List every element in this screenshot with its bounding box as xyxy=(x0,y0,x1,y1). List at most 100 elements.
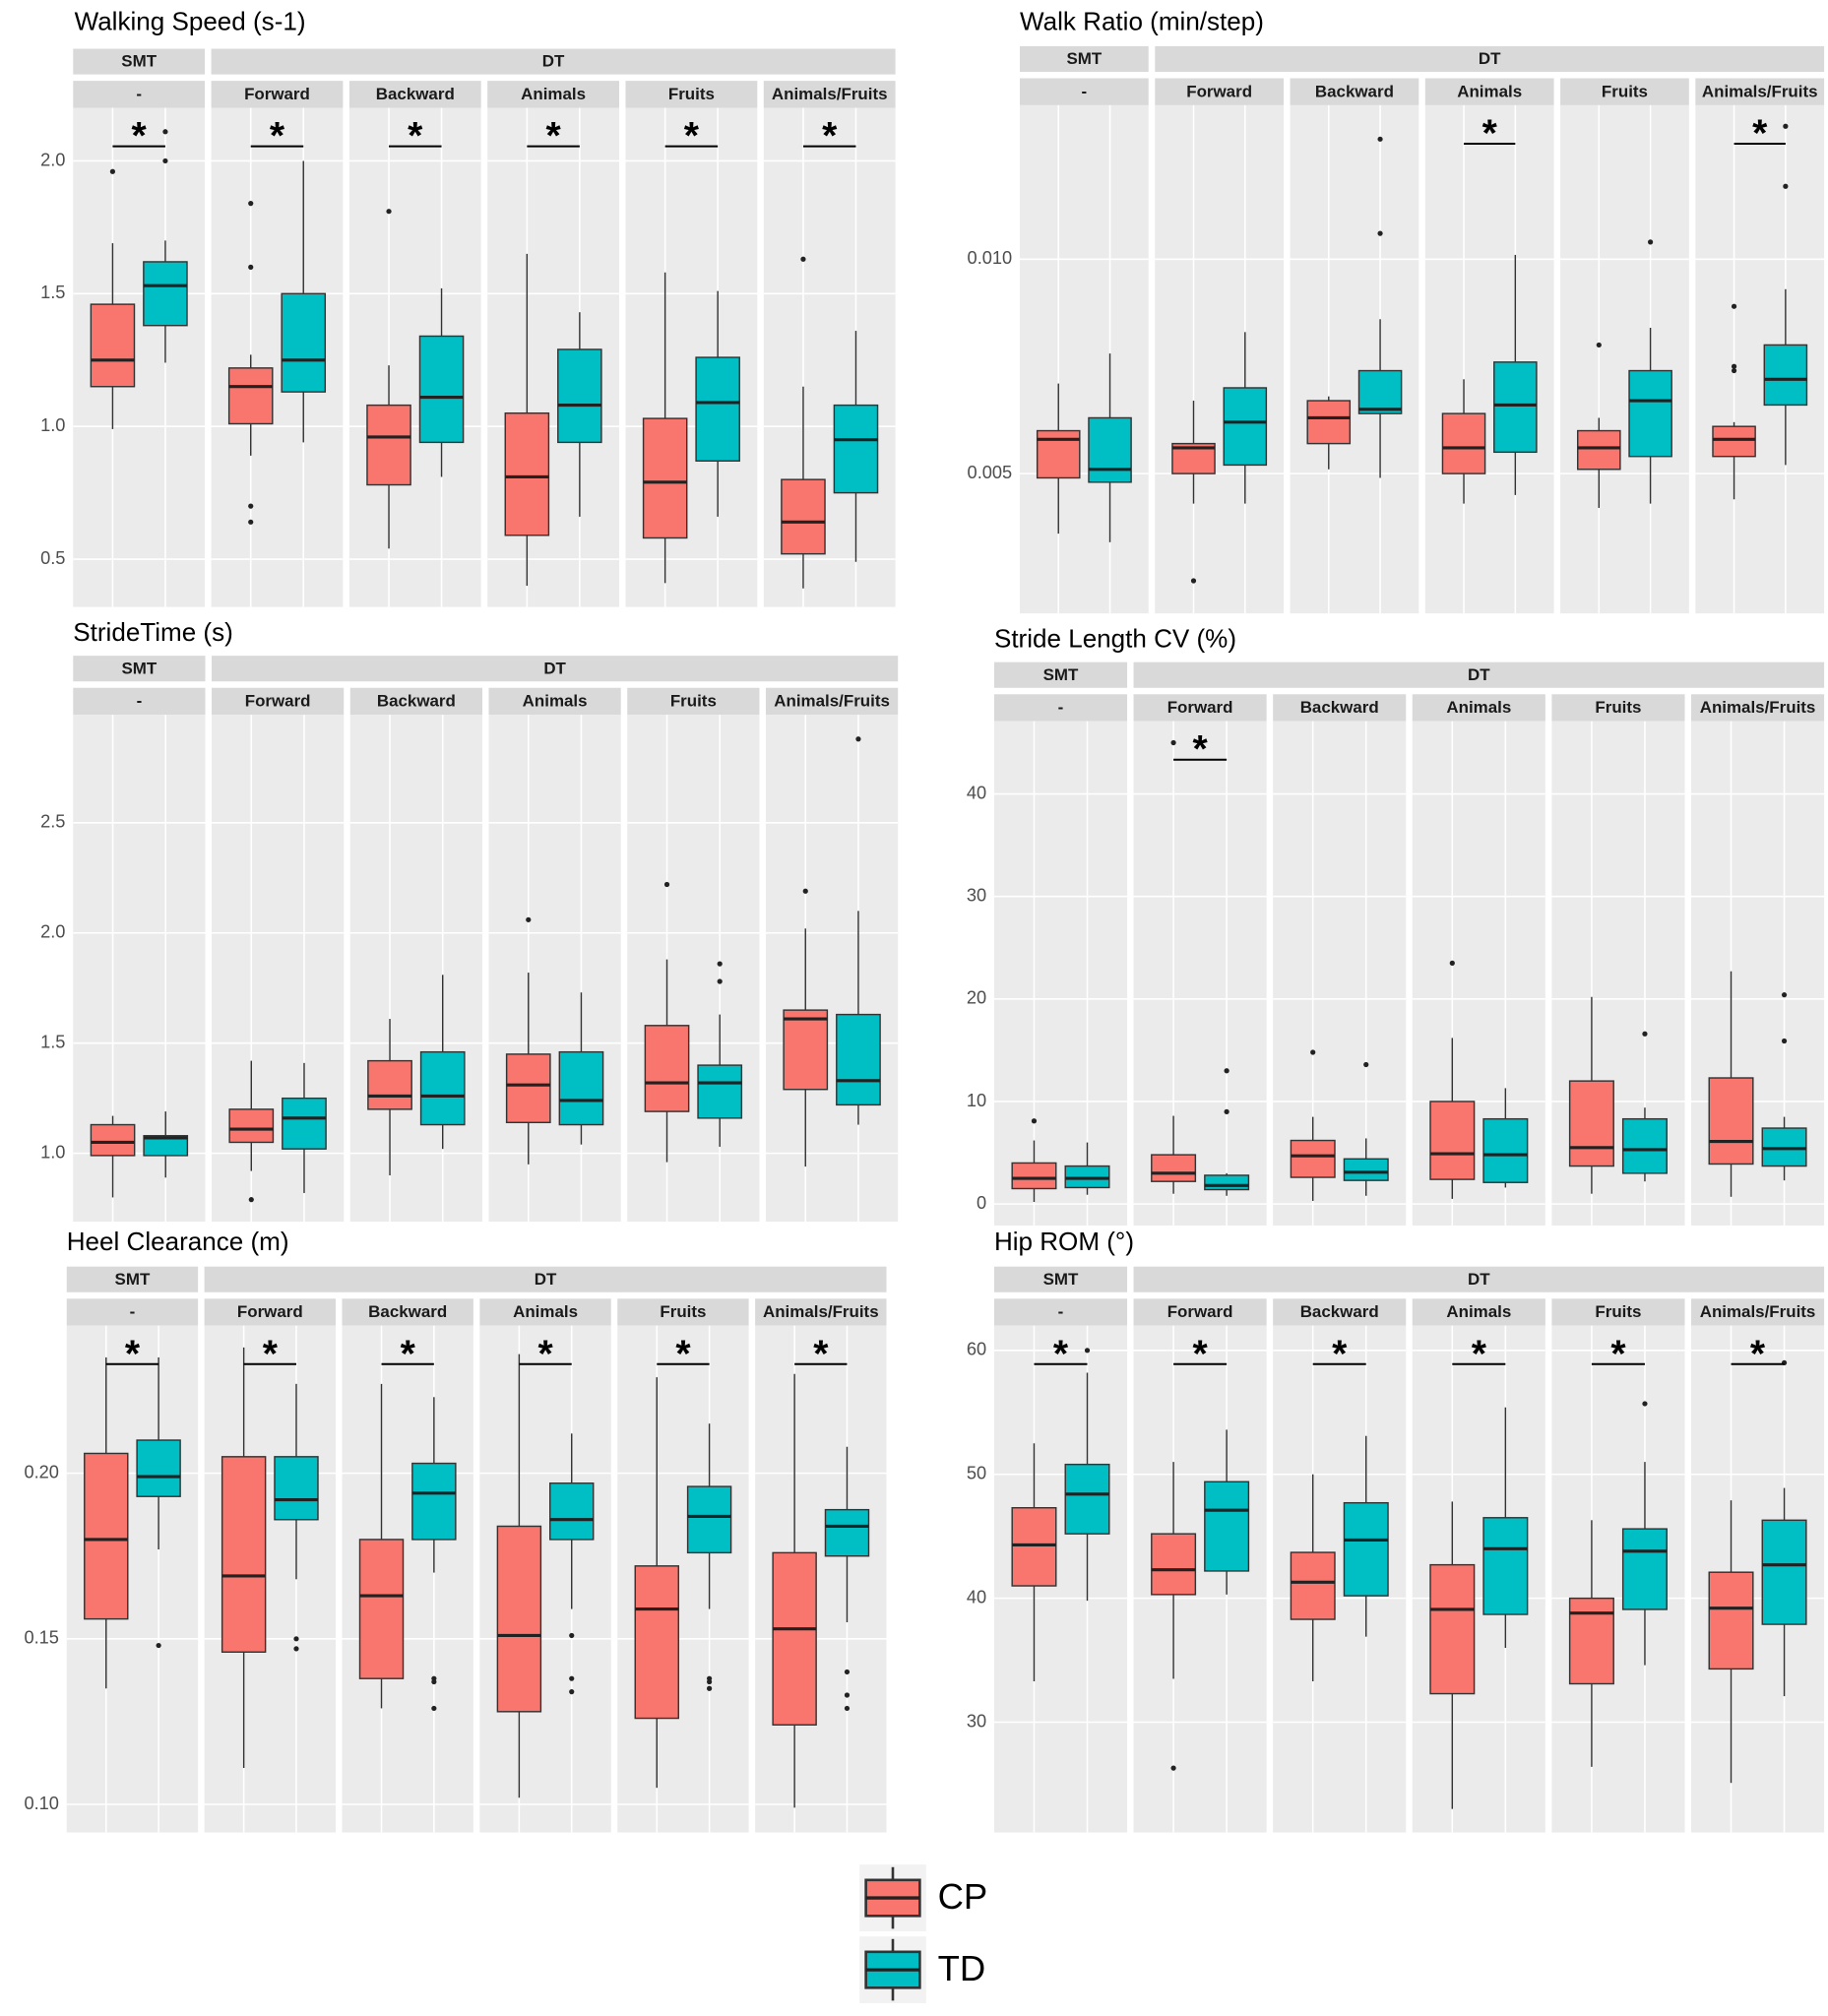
outlier xyxy=(1783,123,1789,129)
panel-background xyxy=(993,721,1128,1226)
strip-label: Animals/Fruits xyxy=(1700,698,1816,717)
strip-label: - xyxy=(130,1302,136,1321)
strip xyxy=(1551,694,1685,722)
strip-label: Forward xyxy=(245,692,311,711)
outlier xyxy=(156,1642,161,1649)
y-tick-label: 0.005 xyxy=(968,462,1013,482)
outlier xyxy=(1377,230,1383,236)
strip-label: Forward xyxy=(244,85,310,103)
strip-label: DT xyxy=(535,1270,557,1289)
significance-label: * xyxy=(270,115,285,158)
significance-label: * xyxy=(408,115,423,158)
outlier xyxy=(706,1678,713,1685)
panel-background xyxy=(1290,104,1419,614)
strip xyxy=(342,1298,473,1326)
outlier xyxy=(1084,1348,1091,1354)
outlier xyxy=(1377,136,1383,142)
strip xyxy=(1695,78,1825,105)
strip xyxy=(1020,78,1149,105)
outlier xyxy=(1224,1068,1229,1074)
outlier xyxy=(1783,183,1789,189)
outlier xyxy=(1310,1049,1316,1055)
y-tick-label: 20 xyxy=(967,987,986,1008)
outlier xyxy=(1224,1108,1229,1114)
strip xyxy=(627,687,760,716)
strip-label: DT xyxy=(543,659,566,677)
strip xyxy=(1155,45,1825,73)
strip-label: Fruits xyxy=(1602,82,1648,100)
outlier xyxy=(109,168,116,174)
box xyxy=(557,348,602,444)
box xyxy=(221,1456,267,1653)
box xyxy=(143,261,188,327)
box xyxy=(1429,1563,1476,1695)
strip-label: Backward xyxy=(1300,698,1379,717)
box xyxy=(1621,1528,1668,1610)
box xyxy=(1628,369,1672,458)
significance-label: * xyxy=(1332,1333,1348,1375)
chart-title: Walking Speed (s-1) xyxy=(75,6,306,35)
box xyxy=(1204,1174,1250,1191)
y-tick-label: 30 xyxy=(967,885,986,906)
box xyxy=(644,1025,690,1112)
strip-label: Animals/Fruits xyxy=(772,85,888,103)
strip-label: - xyxy=(136,85,142,103)
outlier xyxy=(569,1632,575,1639)
significance-label: * xyxy=(1482,113,1498,156)
strip xyxy=(73,81,206,108)
box xyxy=(1290,1551,1336,1620)
box xyxy=(281,292,327,393)
strip xyxy=(617,1298,749,1326)
outlier xyxy=(569,1689,575,1695)
y-tick-label: 60 xyxy=(967,1339,986,1359)
strip-label: SMT xyxy=(1067,49,1103,68)
outlier xyxy=(526,916,532,922)
strip-label: DT xyxy=(1479,49,1501,68)
box xyxy=(1493,361,1538,454)
y-tick-label: 40 xyxy=(967,782,986,802)
strip xyxy=(348,81,481,108)
box xyxy=(1712,425,1756,458)
strip-label: Animals xyxy=(1446,698,1511,717)
y-tick-label: 1.0 xyxy=(40,1141,65,1162)
box xyxy=(695,356,740,462)
box xyxy=(143,1135,189,1157)
strip-label: Backward xyxy=(368,1302,447,1321)
strip-label: SMT xyxy=(1043,1270,1079,1289)
strip xyxy=(73,687,206,716)
significance-label: * xyxy=(813,1333,829,1375)
strip xyxy=(1020,45,1149,73)
significance-label: * xyxy=(684,115,700,158)
box xyxy=(227,367,274,425)
significance-label: * xyxy=(1053,1333,1069,1375)
y-tick-label: 2.0 xyxy=(40,921,65,942)
outlier xyxy=(162,129,168,135)
box xyxy=(90,303,136,388)
strip xyxy=(625,81,758,108)
outlier xyxy=(1031,1118,1038,1124)
outlier xyxy=(1642,1401,1648,1407)
strip-label: SMT xyxy=(121,52,157,71)
chart-title: Hip ROM (°) xyxy=(994,1227,1134,1256)
strip xyxy=(1424,78,1554,105)
outlier xyxy=(1731,363,1737,369)
strip xyxy=(488,687,621,716)
y-tick-label: 0.10 xyxy=(24,1793,58,1813)
outlier xyxy=(431,1678,437,1685)
chart-title: Heel Clearance (m) xyxy=(67,1227,289,1256)
outlier xyxy=(569,1675,575,1681)
legend-label: CP xyxy=(938,1876,988,1917)
box xyxy=(366,404,411,486)
strip xyxy=(1412,694,1545,722)
chart-title: Walk Ratio (min/step) xyxy=(1020,6,1264,35)
y-tick-label: 2.5 xyxy=(40,811,65,832)
strip-label: - xyxy=(1082,82,1088,100)
box xyxy=(1441,412,1486,474)
strip xyxy=(1133,662,1825,688)
panel-background xyxy=(488,715,621,1223)
significance-label: * xyxy=(401,1333,416,1375)
outlier xyxy=(717,961,723,967)
strip xyxy=(1551,1298,1685,1326)
strip xyxy=(66,1266,199,1292)
